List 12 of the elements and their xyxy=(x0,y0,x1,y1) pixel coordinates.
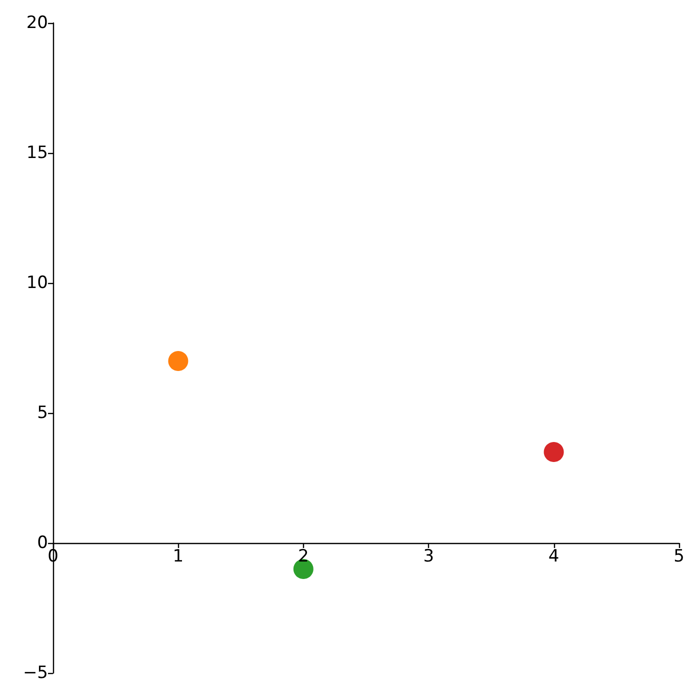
y-tick-label: 0 xyxy=(37,533,48,553)
x-tick-label: 5 xyxy=(674,546,684,566)
y-tick-label: 20 xyxy=(26,13,48,33)
y-tick-label: 5 xyxy=(37,403,48,423)
y-tick-label: −5 xyxy=(22,663,48,683)
x-tick-label: 4 xyxy=(548,546,560,566)
y-tick-label: 15 xyxy=(26,143,48,163)
point xyxy=(544,442,564,462)
x-tick-label: 3 xyxy=(423,546,434,566)
point xyxy=(168,351,188,371)
y-tick-label: 10 xyxy=(26,273,48,293)
x-tick-label: 1 xyxy=(172,546,184,566)
